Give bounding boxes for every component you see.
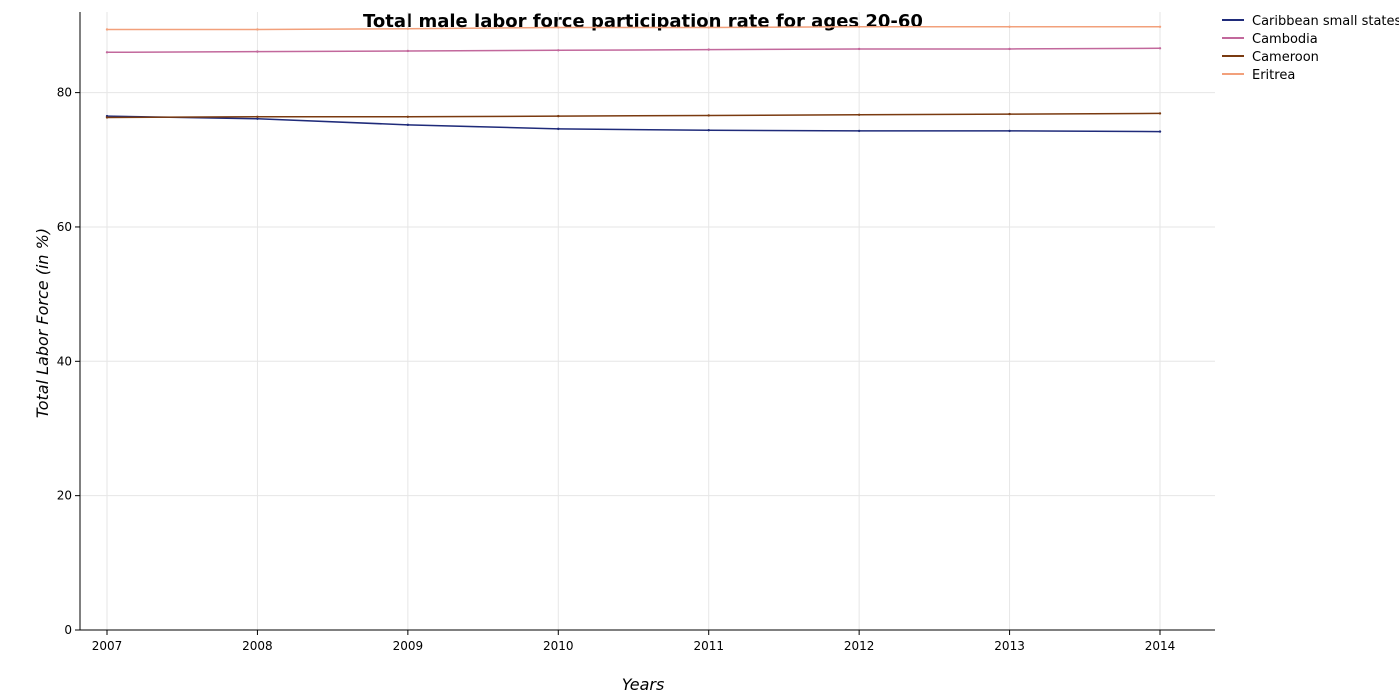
data-point-cambodia: [1008, 47, 1011, 51]
y-tick-label: 20: [57, 489, 72, 503]
data-point-cameroon: [1158, 112, 1162, 115]
series-line-caribbean-small-states: [106, 115, 1161, 133]
data-point-caribbean-small-states: [857, 129, 861, 133]
y-tick-label: 40: [57, 354, 72, 368]
x-tick-label: 2013: [994, 639, 1025, 653]
data-point-cambodia: [256, 50, 259, 53]
data-point-caribbean-small-states: [707, 129, 710, 132]
data-point-eritrea: [1158, 25, 1162, 28]
data-point-eritrea: [857, 25, 861, 28]
data-point-cambodia: [105, 51, 109, 54]
series-lines: [105, 25, 1162, 133]
legend-label-cambodia: Cambodia: [1252, 32, 1318, 47]
legend-label-cameroon: Cameroon: [1252, 50, 1319, 65]
data-point-eritrea: [557, 26, 560, 29]
data-point-caribbean-small-states: [557, 127, 560, 131]
data-point-cambodia: [1158, 47, 1162, 50]
data-point-cambodia: [857, 47, 861, 51]
legend-label-caribbean-small-states: Caribbean small states: [1252, 14, 1399, 29]
x-tick-label: 2014: [1145, 639, 1176, 653]
data-point-cambodia: [557, 49, 560, 52]
y-axis-label: Total Labor Force (in %): [33, 228, 52, 418]
data-point-cameroon: [707, 114, 710, 117]
series-line-cambodia: [106, 47, 1161, 54]
data-point-cambodia: [406, 49, 410, 53]
x-tick-label: 2008: [242, 639, 273, 653]
x-tick-label: 2012: [844, 639, 875, 653]
x-tick-label: 2010: [543, 639, 574, 653]
data-point-caribbean-small-states: [406, 123, 410, 127]
data-point-cameroon: [557, 114, 560, 118]
data-point-cameroon: [1008, 112, 1011, 116]
series-line-eritrea: [107, 26, 1160, 31]
x-tick-label: 2011: [693, 639, 724, 653]
axes: [79, 12, 1215, 631]
data-point-eritrea: [707, 26, 710, 29]
data-point-eritrea: [256, 28, 259, 31]
data-point-eritrea: [406, 27, 410, 30]
data-point-cameroon: [105, 116, 109, 119]
data-point-cameroon: [256, 115, 259, 118]
data-point-caribbean-small-states: [1158, 130, 1162, 133]
data-point-caribbean-small-states: [256, 117, 259, 121]
y-tick-label: 0: [64, 623, 72, 637]
x-axis-label: Years: [622, 675, 665, 694]
legend: Caribbean small states Cambodia Cameroon Er…: [1222, 14, 1399, 83]
x-tick-label: 2009: [393, 639, 424, 653]
grid: [80, 12, 1215, 631]
data-point-eritrea: [1008, 25, 1011, 28]
x-tick-label: 2007: [92, 639, 123, 653]
series-line-cameroon: [106, 112, 1161, 119]
legend-label-eritrea: Eritrea: [1252, 68, 1295, 83]
data-point-caribbean-small-states: [1008, 129, 1011, 133]
ticks: 2007 2008 2009 2010 2011 2012 2013 2014 0 20 40 60 8…: [57, 86, 1176, 653]
data-point-cameroon: [857, 113, 861, 116]
data-point-cambodia: [707, 48, 710, 51]
y-tick-label: 80: [57, 86, 72, 100]
y-tick-label: 60: [57, 220, 72, 234]
data-point-eritrea: [105, 28, 109, 31]
data-point-cameroon: [406, 115, 410, 118]
